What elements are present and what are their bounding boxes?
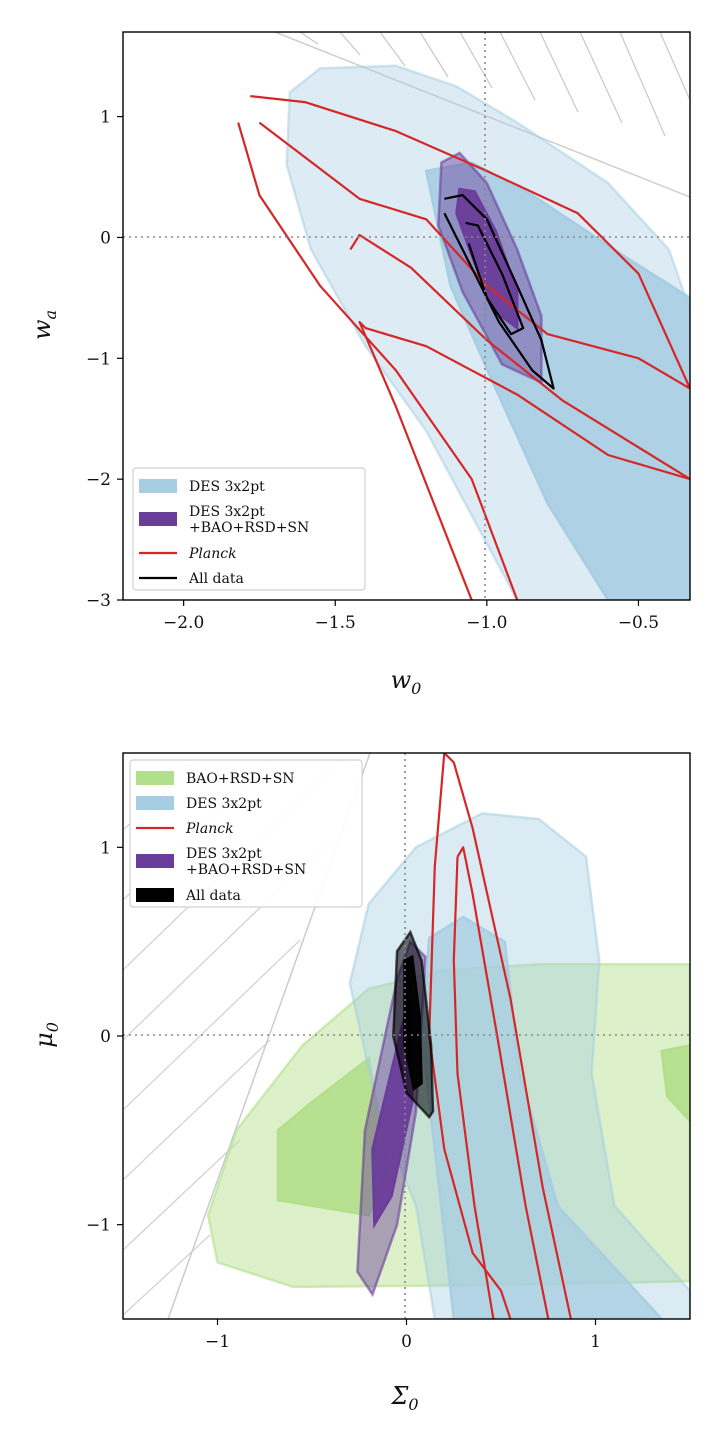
legend-label: Planck (185, 821, 234, 837)
contour-planck-68 (349, 233, 690, 600)
y-tick-label: −1 (86, 349, 111, 369)
legend-entry-planck: Planck (139, 546, 237, 562)
y-tick-label: −3 (86, 591, 111, 611)
top-contours (237, 64, 690, 600)
contour-planck-95 (428, 753, 572, 1319)
legend-label: BAO+RSD+SN (186, 771, 295, 787)
legend-swatch (136, 796, 174, 810)
y-tick-label: 1 (100, 108, 111, 128)
legend-entry-bao-rsd-sn: BAO+RSD+SN (136, 771, 295, 787)
contour-planck-68 (456, 846, 550, 1319)
legend-label: DES 3x2pt (189, 479, 265, 495)
y-tick-label: −2 (86, 470, 111, 490)
y-tick-label: 0 (100, 1027, 111, 1047)
legend-label: +BAO+RSD+SN (186, 862, 306, 878)
contour-all-data-68 (465, 221, 525, 336)
series-all-data (443, 194, 555, 390)
legend-entry-des-3x2pt: DES 3x2pt (139, 479, 265, 495)
y-tick-label: 1 (100, 838, 111, 858)
x-tick-label: −2.0 (163, 613, 204, 633)
legend-swatch (136, 771, 174, 785)
bottom-ticks: −1 0 1 −1 0 1 (86, 838, 601, 1352)
legend-entry-des-3x2pt: DES 3x2pt (136, 796, 262, 812)
x-tick-label: 0 (401, 1332, 412, 1352)
contour-planck-68-left (452, 856, 495, 1319)
legend-label: DES 3x2pt (186, 796, 262, 812)
x-tick-label: −1.0 (466, 613, 507, 633)
contour-planck-95-left (428, 1035, 512, 1319)
x-tick-label: −1.5 (315, 613, 356, 633)
excluded-region-hatch (274, 32, 690, 198)
series-planck (428, 753, 572, 1319)
contour-all-data-95 (443, 194, 555, 390)
contour-bao-rsd-sn-68-right (660, 1044, 690, 1123)
legend-entry-des-3x2pt-bao-rsd-sn: DES 3x2pt+BAO+RSD+SN (139, 504, 309, 536)
legend-label: Planck (188, 546, 237, 562)
legend-entry-planck: Planck (136, 821, 234, 837)
y-tick-label: −1 (86, 1216, 111, 1236)
legend-entry-all-data: All data (139, 571, 244, 587)
legend-swatch (136, 888, 174, 902)
legend-frame (132, 467, 366, 591)
top-axes-frame (122, 31, 691, 601)
top-y-axis-label: wa (28, 310, 60, 340)
legend-entry-des-3x2pt-bao-rsd-sn: DES 3x2pt+BAO+RSD+SN (136, 846, 306, 878)
top-panel: −2.0 −1.5 −1.0 −0.5 −3 −2 −1 0 1 w0 wa DES 3x2pt… (28, 31, 691, 698)
legend-label: +BAO+RSD+SN (189, 520, 309, 536)
bottom-panel: −1 0 1 −1 0 1 Σ0 μ0 BAO+RSD+SN DES 3x2pt Planck… (30, 752, 691, 1414)
series-all-data (392, 929, 435, 1120)
contour-planck-95 (250, 95, 690, 390)
bottom-x-axis-label: Σ0 (390, 1382, 418, 1414)
y-tick-label: 0 (100, 228, 111, 248)
x-tick-label: −1 (205, 1332, 230, 1352)
contour-all-data-68 (403, 954, 423, 1091)
legend-label: All data (185, 888, 241, 904)
bottom-y-axis-label: μ0 (30, 1022, 62, 1048)
x-tick-label: −0.5 (618, 613, 659, 633)
contour-planck-95-lower (237, 122, 519, 600)
legend-label: DES 3x2pt (189, 504, 265, 520)
top-x-axis-label: w0 (391, 666, 422, 698)
top-ticks: −2.0 −1.5 −1.0 −0.5 −3 −2 −1 0 1 (86, 108, 659, 633)
legend-swatch (139, 512, 177, 526)
legend-label: DES 3x2pt (186, 846, 262, 862)
series-planck (237, 95, 690, 600)
bottom-contours (206, 753, 690, 1319)
x-tick-label: 1 (590, 1332, 601, 1352)
legend-label: All data (188, 571, 244, 587)
legend-swatch (136, 854, 174, 868)
legend-frame (129, 759, 363, 908)
legend-entry-all-data: All data (136, 888, 241, 904)
legend-swatch (139, 479, 177, 493)
